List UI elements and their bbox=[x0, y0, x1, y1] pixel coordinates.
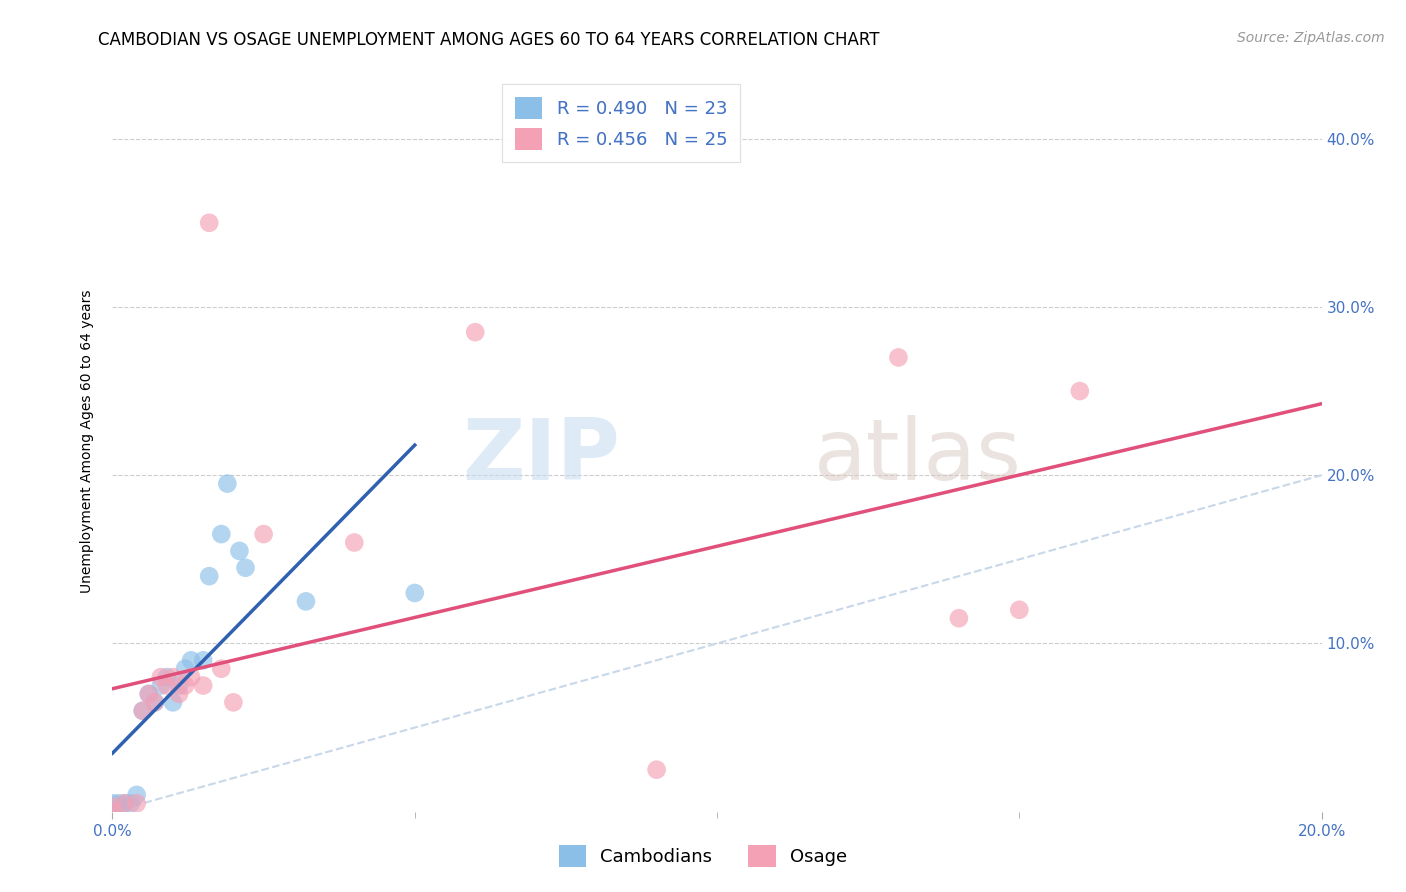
Point bbox=[156, 670, 179, 684]
Point bbox=[464, 325, 486, 339]
Text: Source: ZipAtlas.com: Source: ZipAtlas.com bbox=[1237, 31, 1385, 45]
Point bbox=[222, 695, 245, 709]
Point bbox=[1069, 384, 1091, 398]
Point bbox=[125, 797, 148, 811]
Legend: Cambodians, Osage: Cambodians, Osage bbox=[551, 838, 855, 874]
Point bbox=[114, 797, 136, 811]
Point bbox=[209, 662, 232, 676]
Point bbox=[1008, 603, 1031, 617]
Point bbox=[209, 527, 232, 541]
Point bbox=[156, 679, 179, 693]
Point bbox=[887, 351, 910, 365]
Point bbox=[132, 704, 155, 718]
Point bbox=[101, 797, 124, 811]
Legend: R = 0.490   N = 23, R = 0.456   N = 25: R = 0.490 N = 23, R = 0.456 N = 25 bbox=[502, 84, 740, 162]
Point bbox=[174, 662, 197, 676]
Point bbox=[295, 594, 318, 608]
Point bbox=[167, 687, 190, 701]
Point bbox=[191, 653, 214, 667]
Point bbox=[948, 611, 970, 625]
Point bbox=[645, 763, 668, 777]
Y-axis label: Unemployment Among Ages 60 to 64 years: Unemployment Among Ages 60 to 64 years bbox=[80, 290, 94, 593]
Text: ZIP: ZIP bbox=[463, 415, 620, 498]
Point bbox=[217, 476, 239, 491]
Point bbox=[143, 695, 166, 709]
Text: CAMBODIAN VS OSAGE UNEMPLOYMENT AMONG AGES 60 TO 64 YEARS CORRELATION CHART: CAMBODIAN VS OSAGE UNEMPLOYMENT AMONG AG… bbox=[98, 31, 880, 49]
Point bbox=[343, 535, 366, 549]
Text: atlas: atlas bbox=[814, 415, 1022, 498]
Point bbox=[138, 687, 160, 701]
Point bbox=[180, 653, 202, 667]
Point bbox=[120, 797, 142, 811]
Point bbox=[180, 670, 202, 684]
Point bbox=[167, 679, 190, 693]
Point bbox=[228, 544, 250, 558]
Point bbox=[404, 586, 426, 600]
Point bbox=[114, 797, 136, 811]
Point bbox=[101, 799, 124, 814]
Point bbox=[107, 797, 129, 811]
Point bbox=[101, 805, 124, 819]
Point bbox=[149, 679, 172, 693]
Point bbox=[198, 216, 221, 230]
Point bbox=[235, 560, 257, 574]
Point bbox=[125, 788, 148, 802]
Point bbox=[198, 569, 221, 583]
Point bbox=[162, 695, 184, 709]
Point bbox=[149, 670, 172, 684]
Point bbox=[162, 670, 184, 684]
Point bbox=[143, 695, 166, 709]
Point bbox=[101, 805, 124, 819]
Point bbox=[174, 679, 197, 693]
Point bbox=[132, 704, 155, 718]
Point bbox=[253, 527, 276, 541]
Point bbox=[138, 687, 160, 701]
Point bbox=[191, 679, 214, 693]
